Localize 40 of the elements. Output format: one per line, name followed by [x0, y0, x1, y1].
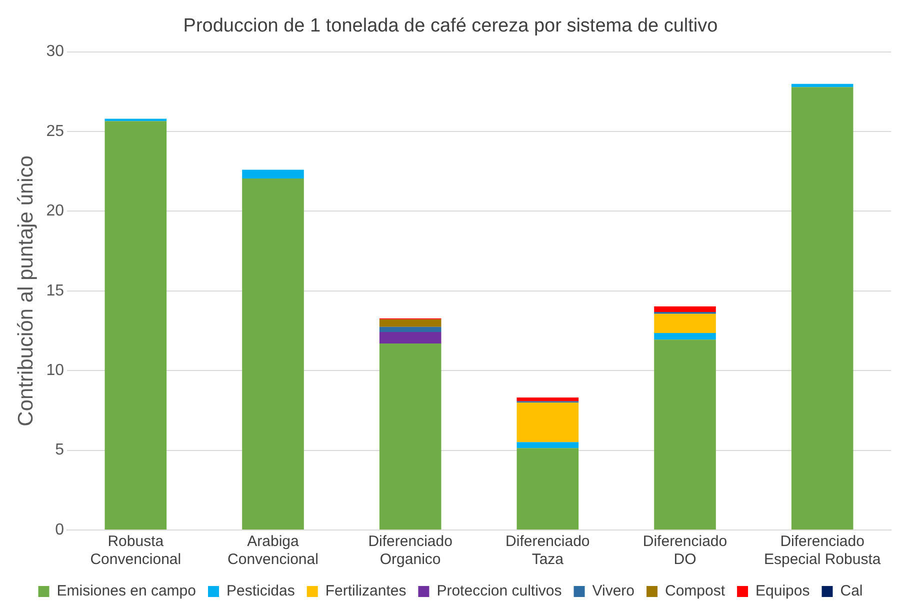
y-tick-label: 5 [55, 442, 64, 459]
x-tick-label: Robusta Convencional [90, 533, 182, 568]
chart-title: Produccion de 1 tonelada de café cereza por sistema de cultivo [183, 16, 718, 37]
legend-label: Compost [665, 582, 726, 600]
y-tick-label: 25 [46, 122, 64, 140]
bar [379, 344, 442, 530]
x-tick-label: Diferenciado DO [642, 533, 728, 568]
legend-label: Pesticidas [226, 582, 295, 600]
bar [516, 398, 579, 402]
x-tick-label: Diferenciado Organico [368, 533, 452, 568]
x-tick-label: Diferenciado Especial Robusta [764, 533, 882, 568]
bar [654, 314, 716, 333]
bar [242, 178, 304, 530]
bar [104, 118, 167, 122]
legend-label: Cal [840, 582, 863, 600]
legend-label: Vivero [592, 582, 635, 600]
bar [654, 340, 716, 530]
y-axis-title: Contribución al puntaje único [14, 155, 38, 426]
bar [379, 319, 442, 327]
y-tick-label: 10 [46, 362, 64, 380]
bar [791, 87, 854, 530]
legend-label: Emisiones en campo [56, 582, 196, 600]
bar [379, 326, 442, 332]
y-tick-label: 20 [46, 202, 64, 220]
legend-label: Fertilizantes [325, 582, 406, 600]
y-tick-label: 30 [46, 43, 64, 60]
x-tick-label: Diferenciado Taza [506, 533, 590, 568]
bar [379, 332, 442, 344]
x-tick-label: Arabiga Convencional [228, 533, 318, 568]
bar [654, 332, 716, 340]
bar [242, 170, 304, 179]
bar [516, 442, 579, 448]
legend-label: Equipos [756, 582, 810, 600]
y-tick-label: 15 [46, 282, 64, 300]
bar [104, 121, 167, 530]
legend-label: Proteccion cultivos [436, 582, 562, 600]
y-tick-label: 0 [55, 521, 64, 538]
bar [516, 402, 579, 442]
bar [654, 306, 716, 312]
bar [516, 448, 579, 530]
